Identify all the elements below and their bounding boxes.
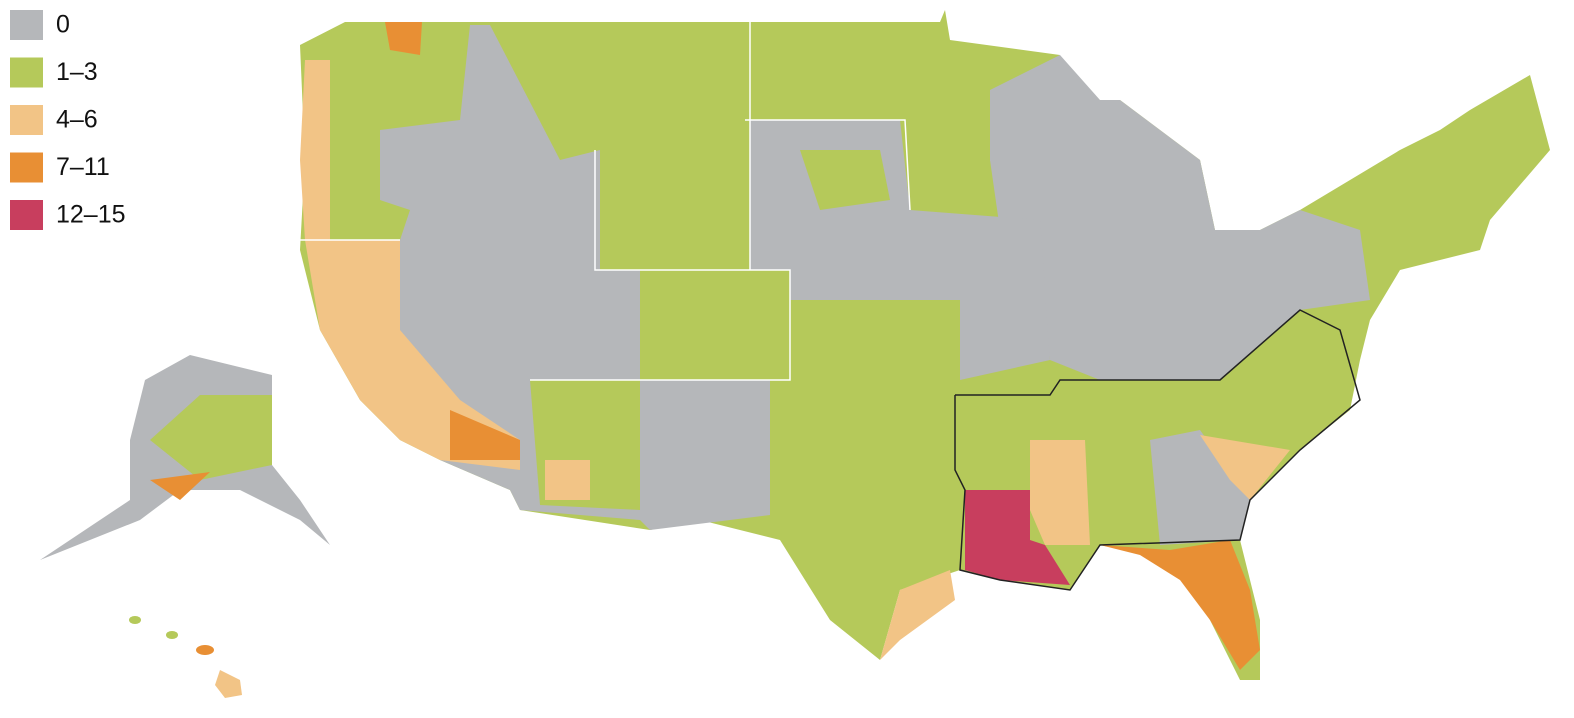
region	[215, 670, 242, 698]
us-map	[40, 10, 1550, 698]
region	[150, 395, 272, 480]
legend-swatch	[10, 105, 43, 135]
legend-label: 12–15	[56, 201, 126, 229]
state-border	[954, 309, 1361, 591]
legend: 0 1–3 4–6 7–11 12–15	[10, 10, 126, 230]
region	[129, 616, 141, 624]
region	[545, 460, 590, 500]
region	[640, 380, 770, 530]
state-border	[530, 150, 791, 381]
legend-swatch	[10, 10, 43, 40]
region	[150, 472, 210, 500]
region	[196, 645, 214, 655]
region	[305, 240, 520, 470]
region	[1150, 430, 1250, 545]
legend-swatch	[10, 57, 43, 88]
region	[166, 631, 178, 639]
region	[1100, 540, 1260, 670]
region	[450, 410, 520, 460]
legend-label: 0	[56, 11, 70, 39]
legend-label: 7–11	[56, 153, 110, 181]
region	[1200, 435, 1290, 500]
legend-swatch	[10, 152, 43, 183]
legend-swatch	[10, 200, 43, 230]
state-border	[745, 119, 911, 211]
region	[385, 22, 422, 55]
region	[990, 55, 1370, 380]
region	[800, 150, 890, 210]
region	[300, 60, 330, 240]
legend-label: 4–6	[56, 106, 98, 134]
region	[660, 190, 730, 270]
legend-label: 1–3	[56, 58, 98, 86]
region	[965, 490, 1070, 585]
region	[1030, 440, 1090, 545]
region	[880, 570, 955, 660]
